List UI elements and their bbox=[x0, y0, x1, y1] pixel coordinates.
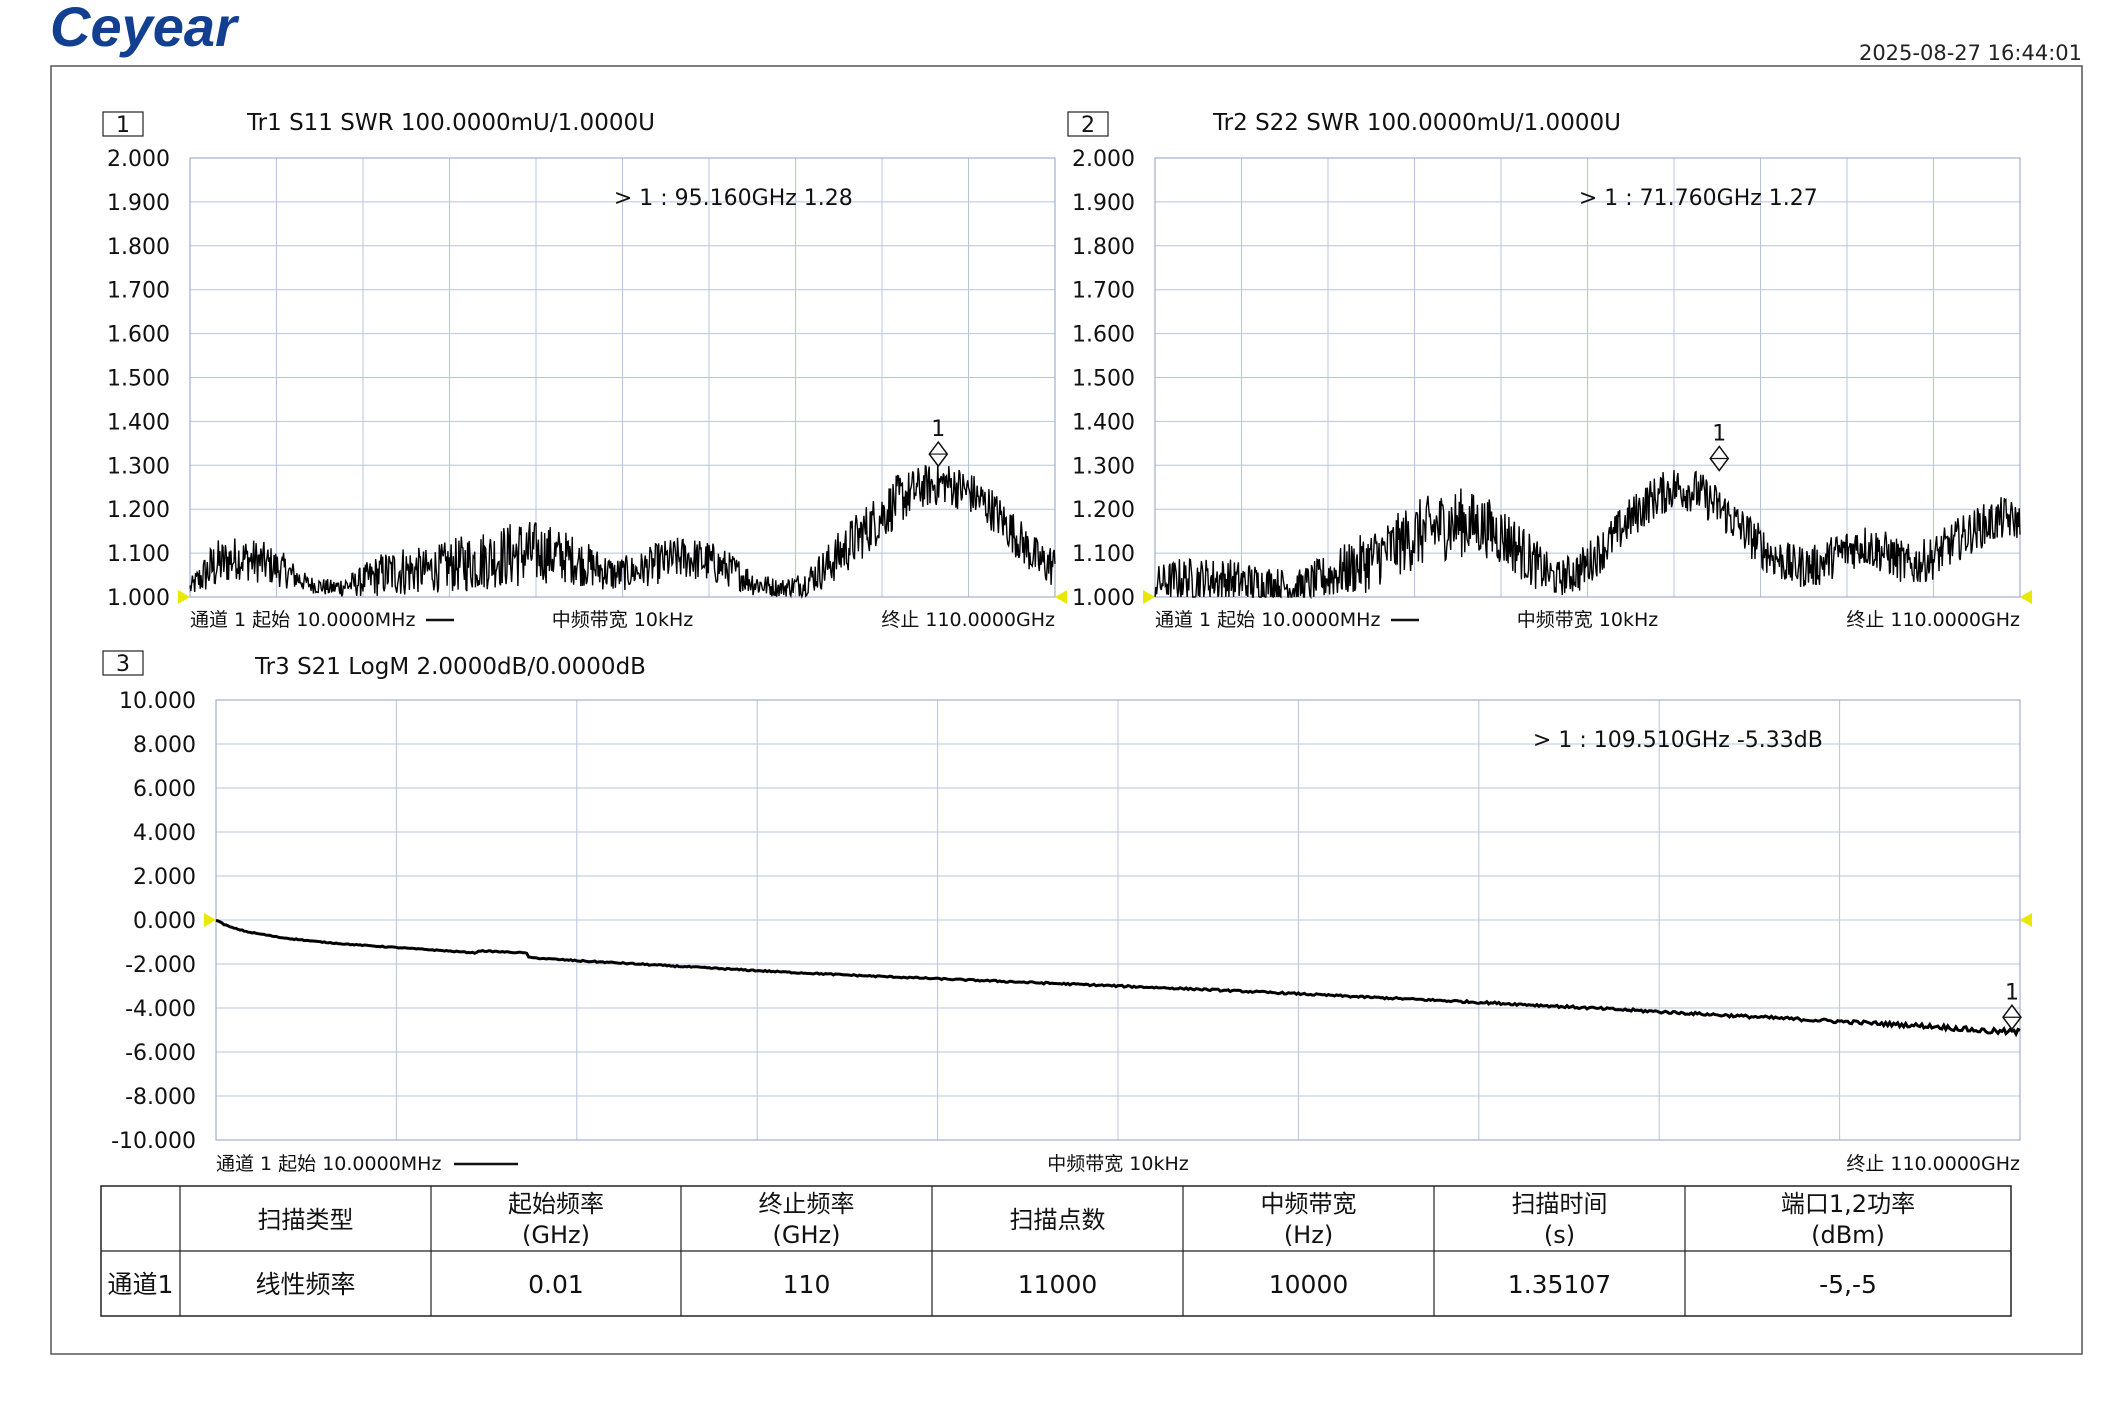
window-number: 3 bbox=[116, 652, 130, 677]
window-number-box bbox=[1067, 111, 1109, 137]
table-cell: 0.01 bbox=[528, 1270, 584, 1299]
trace-line bbox=[1154, 470, 2021, 600]
y-tick-label: -2.000 bbox=[125, 953, 196, 978]
table-header-label: 扫描类型 bbox=[258, 1206, 354, 1234]
reference-marker-left bbox=[178, 590, 190, 604]
y-tick-label: -6.000 bbox=[125, 1041, 196, 1066]
table-header-unit: (dBm) bbox=[1811, 1221, 1885, 1249]
table-header-unit: (s) bbox=[1544, 1221, 1575, 1249]
trace-title: Tr1 S11 SWR 100.0000mU/1.0000U bbox=[246, 110, 655, 136]
y-tick-label: 1.600 bbox=[1072, 323, 1135, 348]
reference-marker-right bbox=[2020, 590, 2032, 604]
trace-title: Tr3 S21 LogM 2.0000dB/0.0000dB bbox=[254, 654, 646, 680]
window-number: 2 bbox=[1081, 113, 1095, 138]
y-tick-label: 1.300 bbox=[107, 454, 170, 479]
footer-ifbw: 中频带宽 10kHz bbox=[1047, 1153, 1189, 1175]
y-tick-label: 1.500 bbox=[1072, 367, 1135, 392]
table-cell: 11000 bbox=[1018, 1270, 1098, 1299]
y-tick-label: 0.000 bbox=[133, 909, 196, 934]
reference-marker-right bbox=[2020, 913, 2032, 927]
y-tick-label: 8.000 bbox=[133, 733, 196, 758]
table-header-unit: (Hz) bbox=[1284, 1221, 1333, 1249]
y-tick-label: 1.000 bbox=[107, 586, 170, 611]
trace-line bbox=[215, 918, 2021, 1038]
table-cell: 线性频率 bbox=[255, 1270, 355, 1299]
table-cell: -5,-5 bbox=[1819, 1270, 1877, 1299]
y-tick-label: 1.200 bbox=[107, 498, 170, 523]
settings-table: 扫描类型 起始频率 (GHz) 终止频率 (GHz) 扫描点数 中频带宽 (Hz) 扫描时间 (s… bbox=[100, 1185, 2012, 1317]
y-tick-label: 1.300 bbox=[1072, 454, 1135, 479]
y-tick-label: 1.500 bbox=[107, 367, 170, 392]
trace-line bbox=[189, 463, 1056, 599]
marker-label: 1 bbox=[931, 417, 945, 442]
reference-marker-right bbox=[1055, 590, 1067, 604]
brand-logo: Ceyear bbox=[50, 0, 240, 58]
y-tick-label: 10.000 bbox=[119, 689, 196, 714]
y-tick-label: 4.000 bbox=[133, 821, 196, 846]
footer-start: 通道 1 起始 10.0000MHz bbox=[216, 1153, 441, 1175]
chart-window-3: 3 Tr3 S21 LogM 2.0000dB/0.0000dB10.0008.0… bbox=[102, 650, 2032, 1175]
marker-label: 1 bbox=[1712, 421, 1726, 446]
footer-stop: 终止 110.0000GHz bbox=[1846, 609, 2020, 631]
table-cell: 110 bbox=[783, 1270, 831, 1299]
window-number-box bbox=[102, 111, 144, 137]
report-frame bbox=[50, 65, 2083, 1355]
y-tick-label: 2.000 bbox=[133, 865, 196, 890]
plot-border bbox=[189, 157, 1056, 598]
y-tick-label: 1.700 bbox=[107, 279, 170, 304]
table-header-label: 起始频率 bbox=[508, 1190, 604, 1218]
table-header-label: 终止频率 bbox=[759, 1190, 855, 1218]
table-header-unit: (GHz) bbox=[773, 1221, 841, 1249]
marker-readout: > 1 : 95.160GHz 1.28 bbox=[614, 186, 853, 211]
y-tick-label: 6.000 bbox=[133, 777, 196, 802]
y-tick-label: 1.900 bbox=[1072, 191, 1135, 216]
table-header-unit: (GHz) bbox=[522, 1221, 590, 1249]
y-tick-label: 1.000 bbox=[1072, 586, 1135, 611]
window-number: 1 bbox=[116, 113, 130, 138]
y-tick-label: -8.000 bbox=[125, 1085, 196, 1110]
chart-window-2: 2 Tr2 S22 SWR 100.0000mU/1.0000U 2.000 1.90… bbox=[1067, 110, 2032, 631]
y-tick-label: 1.800 bbox=[107, 235, 170, 260]
y-tick-label: 1.800 bbox=[1072, 235, 1135, 260]
y-tick-label: 2.000 bbox=[1072, 147, 1135, 172]
y-tick-label: 1.400 bbox=[1072, 410, 1135, 435]
footer-start: 通道 1 起始 10.0000MHz bbox=[1155, 609, 1380, 631]
table-header-label: 中频带宽 bbox=[1261, 1190, 1357, 1218]
trace-title: Tr2 S22 SWR 100.0000mU/1.0000U bbox=[1212, 110, 1621, 136]
y-tick-label: 1.100 bbox=[107, 542, 170, 567]
reference-marker-left bbox=[1143, 590, 1155, 604]
table-header-label: 扫描时间 bbox=[1512, 1190, 1608, 1218]
footer-ifbw: 中频带宽 10kHz bbox=[1517, 609, 1659, 631]
plot-border bbox=[1154, 157, 2021, 598]
table-cell: 1.35107 bbox=[1508, 1270, 1611, 1299]
y-tick-label: 1.700 bbox=[1072, 279, 1135, 304]
marker-readout: > 1 : 71.760GHz 1.27 bbox=[1579, 186, 1818, 211]
footer-start: 通道 1 起始 10.0000MHz bbox=[190, 609, 415, 631]
window-number-box bbox=[102, 650, 144, 676]
marker-label: 1 bbox=[2005, 980, 2019, 1005]
footer-stop: 终止 110.0000GHz bbox=[881, 609, 1055, 631]
footer-ifbw: 中频带宽 10kHz bbox=[552, 609, 694, 631]
y-tick-label: 1.100 bbox=[1072, 542, 1135, 567]
y-tick-label: 1.600 bbox=[107, 323, 170, 348]
table-cell: 10000 bbox=[1269, 1270, 1349, 1299]
table-header-label: 端口1,2功率 bbox=[1781, 1190, 1915, 1218]
reference-marker-left bbox=[204, 913, 216, 927]
table-header-label: 扫描点数 bbox=[1010, 1206, 1106, 1234]
timestamp: 2025-08-27 16:44:01 bbox=[1859, 41, 2082, 65]
y-tick-label: 1.900 bbox=[107, 191, 170, 216]
charts-layer: 1 Tr1 S11 SWR 100.0000mU/1.0000U 2.000 1.90… bbox=[102, 110, 2032, 1175]
y-tick-label: 1.200 bbox=[1072, 498, 1135, 523]
footer-stop: 终止 110.0000GHz bbox=[1846, 1153, 2020, 1175]
y-tick-label: 1.400 bbox=[107, 410, 170, 435]
y-tick-label: -4.000 bbox=[125, 997, 196, 1022]
marker-readout: > 1 : 109.510GHz -5.33dB bbox=[1533, 728, 1823, 753]
y-tick-label: 2.000 bbox=[107, 147, 170, 172]
chart-window-1: 1 Tr1 S11 SWR 100.0000mU/1.0000U 2.000 1.90… bbox=[102, 110, 1067, 631]
table-cell: 通道1 bbox=[108, 1270, 174, 1299]
y-tick-label: -10.000 bbox=[111, 1129, 196, 1154]
